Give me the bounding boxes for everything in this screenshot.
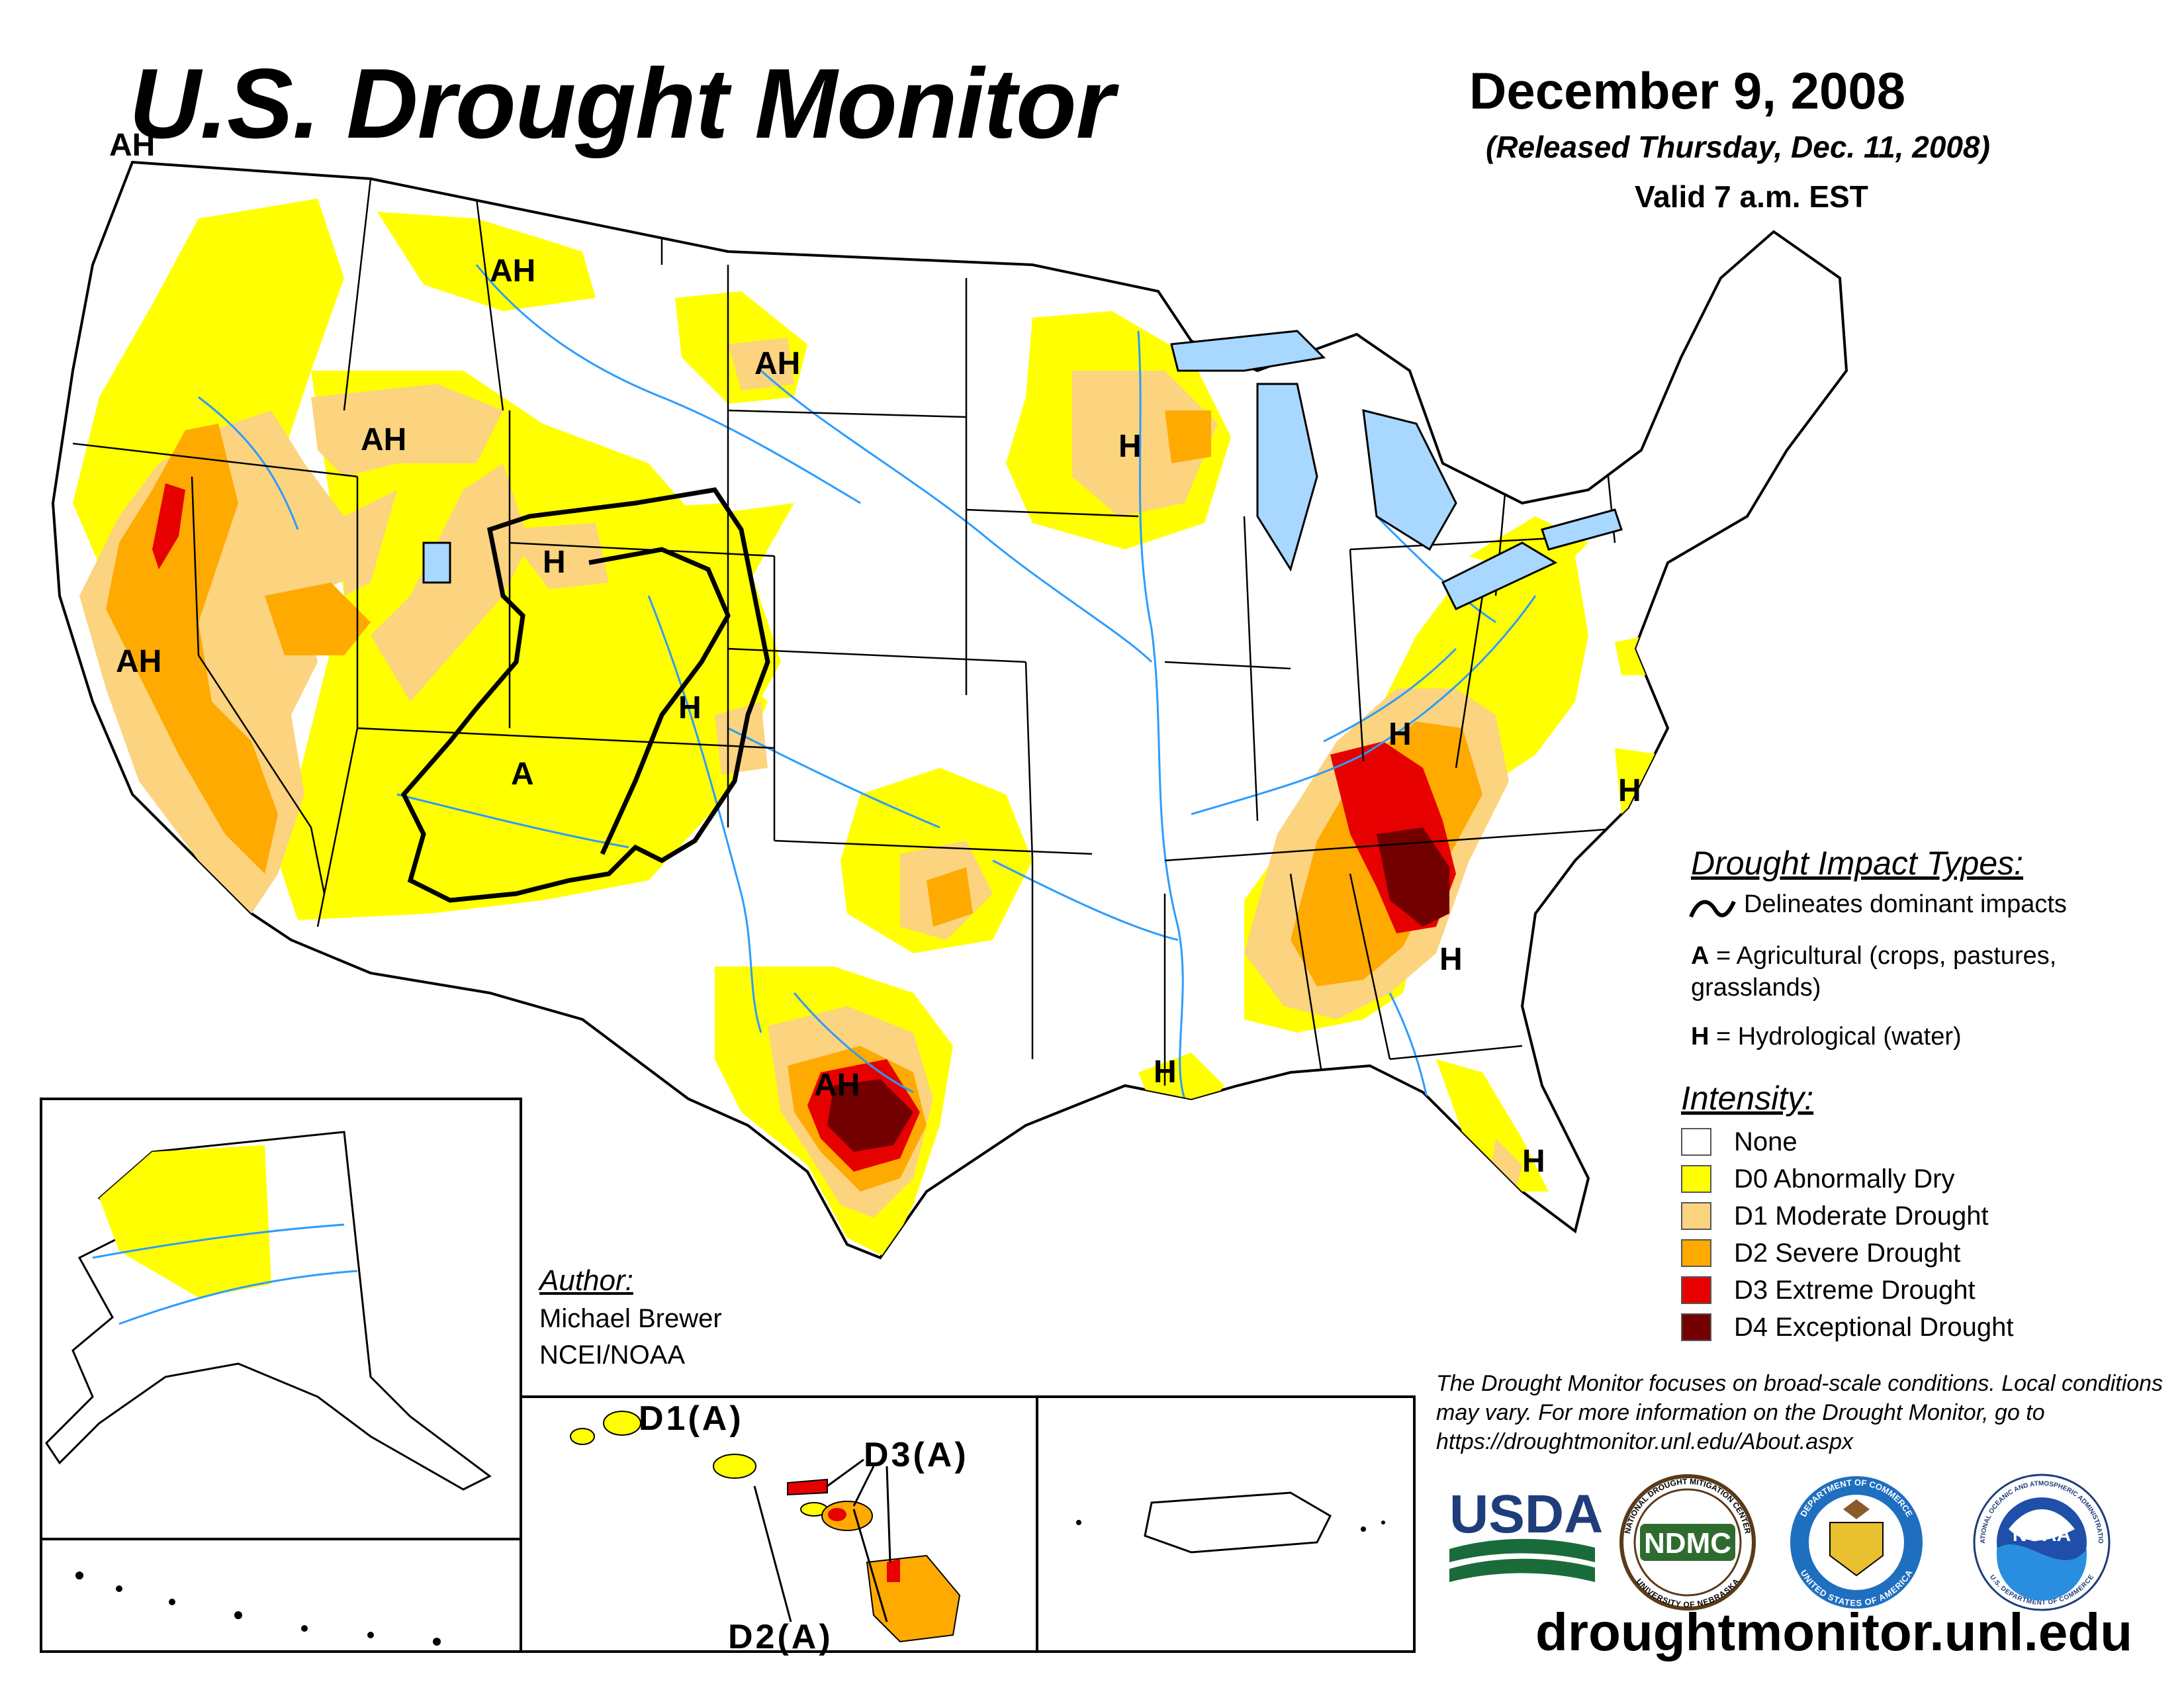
- impact-types-title: Drought Impact Types:: [1691, 845, 2024, 882]
- great-lakes: [422, 330, 1623, 610]
- label-colorado: H: [678, 690, 702, 726]
- drought-areas: [73, 199, 1668, 1258]
- impact-hydrological: H = Hydrological (water): [1691, 1023, 1962, 1051]
- author-title: Author:: [539, 1264, 633, 1297]
- legend-swatch-d4: [1681, 1313, 1711, 1341]
- legend-label-d1: D1 Moderate Drought: [1734, 1201, 1989, 1231]
- label-louisiana: H: [1154, 1055, 1177, 1090]
- label-idaho: AH: [361, 422, 406, 457]
- hawaii-inset: D1(A) D3(A) D2(A): [520, 1395, 1038, 1656]
- label-kentucky: H: [1388, 717, 1412, 752]
- noaa-logo-text: NOAA: [2013, 1524, 2071, 1546]
- legend-label-none: None: [1734, 1127, 1797, 1156]
- label-florida: H: [1522, 1144, 1545, 1179]
- impact-h-text: = Hydrological (water): [1709, 1023, 1962, 1051]
- legend-item-d3: D3 Extreme Drought: [1681, 1274, 1976, 1307]
- legend-label-d3: D3 Extreme Drought: [1734, 1275, 1976, 1305]
- legend-label-d0: D0 Abnormally Dry: [1734, 1164, 1955, 1194]
- map-title: U.S. Drought Monitor: [129, 48, 1115, 159]
- ndmc-logo-icon: NATIONAL DROUGHT MITIGATION CENTER UNIVE…: [1619, 1474, 1756, 1611]
- hawaii-label-d3: D3(A): [864, 1436, 969, 1474]
- ndmc-logo-text: NDMC: [1644, 1527, 1731, 1560]
- impact-delineation-lines: [400, 487, 770, 903]
- author-name: Michael Brewer: [539, 1304, 722, 1333]
- legend-swatch-none: [1681, 1128, 1711, 1156]
- label-north-dakota: AH: [754, 346, 800, 381]
- alaska-inset: [40, 1098, 522, 1653]
- legend-swatch-d3: [1681, 1276, 1711, 1304]
- label-georgia: H: [1439, 942, 1463, 977]
- label-four-corners: A: [511, 757, 534, 792]
- impact-delineates-text: Delineates dominant impacts: [1744, 890, 2067, 918]
- site-url[interactable]: droughtmonitor.unl.edu: [1535, 1603, 2133, 1662]
- legend-swatch-d1: [1681, 1202, 1711, 1230]
- state-borders: [72, 178, 1635, 1086]
- author-org: NCEI/NOAA: [539, 1340, 686, 1370]
- legend-swatch-d0: [1681, 1165, 1711, 1193]
- map-date: December 9, 2008: [1469, 62, 1906, 120]
- legend-label-d2: D2 Severe Drought: [1734, 1238, 1961, 1268]
- disclaimer-text: The Drought Monitor focuses on broad-sca…: [1436, 1371, 2163, 1454]
- label-california: AH: [116, 644, 161, 679]
- hawaii-label-d1: D1(A): [639, 1399, 744, 1438]
- noaa-logo-icon: NATIONAL OCEANIC AND ATMOSPHERIC ADMINIS…: [1973, 1474, 2111, 1611]
- impact-agricultural: A = Agricultural (crops, pastures, grass…: [1691, 940, 2154, 1004]
- legend-item-d4: D4 Exceptional Drought: [1681, 1311, 2013, 1344]
- usda-logo-icon: USDA: [1449, 1484, 1603, 1582]
- puerto-rico-inset: [1036, 1395, 1416, 1653]
- legend-item-d0: D0 Abnormally Dry: [1681, 1162, 1954, 1196]
- hawaii-label-d2: D2(A): [728, 1618, 833, 1656]
- label-montana: AH: [490, 254, 535, 289]
- valid-time: Valid 7 a.m. EST: [1635, 179, 1868, 214]
- logos-row: USDA NATIONAL DROUGHT MITIGATION CENTER …: [1449, 1474, 2111, 1611]
- label-texas: AH: [814, 1068, 860, 1103]
- legend-item-d2: D2 Severe Drought: [1681, 1237, 1960, 1270]
- release-date: (Released Thursday, Dec. 11, 2008): [1486, 130, 1990, 164]
- commerce-seal-icon: DEPARTMENT OF COMMERCE UNITED STATES OF …: [1790, 1476, 1923, 1609]
- label-pacific-nw: AH: [109, 128, 155, 163]
- legend-item-none: None: [1681, 1125, 1797, 1158]
- legend-label-d4: D4 Exceptional Drought: [1734, 1312, 2014, 1342]
- label-wisconsin: H: [1118, 429, 1142, 464]
- impact-h-key: H: [1691, 1023, 1709, 1051]
- impact-a-text: = Agricultural (crops, pastures, grassla…: [1691, 942, 2057, 1002]
- usda-logo-text: USDA: [1449, 1484, 1603, 1544]
- label-north-carolina: H: [1618, 773, 1641, 808]
- delineation-symbol-icon: [1689, 900, 1736, 918]
- d4-areas: [827, 827, 1449, 1152]
- intensity-title: Intensity:: [1681, 1080, 1814, 1117]
- label-wyoming: H: [543, 545, 566, 580]
- impact-a-key: A: [1691, 942, 1709, 970]
- legend-item-d1: D1 Moderate Drought: [1681, 1199, 1989, 1233]
- legend-swatch-d2: [1681, 1239, 1711, 1267]
